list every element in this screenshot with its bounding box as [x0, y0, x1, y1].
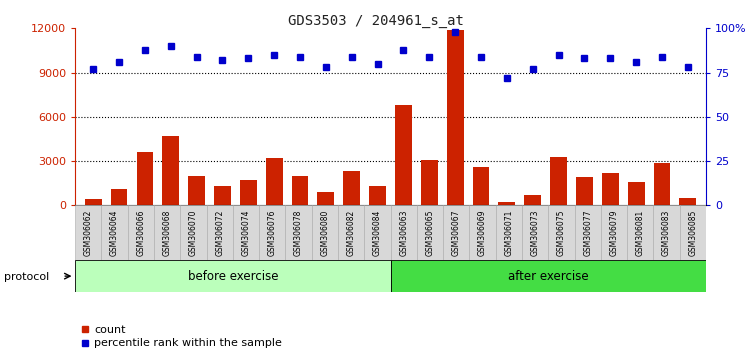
Bar	[499, 202, 515, 205]
Text: GSM306066: GSM306066	[137, 210, 145, 256]
Bar	[101, 205, 128, 260]
Text: GSM306082: GSM306082	[347, 210, 355, 256]
Bar	[548, 205, 575, 260]
Text: GSM306067: GSM306067	[452, 210, 460, 256]
Bar	[137, 152, 153, 205]
Text: GSM306062: GSM306062	[84, 210, 92, 256]
Bar	[75, 260, 391, 292]
Text: GSM306074: GSM306074	[242, 210, 250, 256]
Bar	[318, 192, 334, 205]
Text: protocol: protocol	[4, 272, 49, 282]
Bar	[291, 176, 309, 205]
Text: GSM306069: GSM306069	[478, 210, 487, 256]
Bar	[75, 205, 101, 260]
Bar	[576, 177, 593, 205]
Bar	[447, 30, 463, 205]
Bar	[602, 173, 619, 205]
Bar	[266, 158, 282, 205]
Bar	[653, 162, 671, 205]
Text: GSM306077: GSM306077	[584, 210, 592, 256]
Bar	[85, 199, 101, 205]
Bar	[312, 205, 338, 260]
Bar	[575, 205, 601, 260]
Text: GSM306071: GSM306071	[505, 210, 513, 256]
Text: GSM306073: GSM306073	[531, 210, 539, 256]
Bar	[653, 205, 680, 260]
Text: GSM306084: GSM306084	[373, 210, 382, 256]
Bar	[417, 205, 443, 260]
Bar	[369, 186, 386, 205]
Bar	[189, 176, 205, 205]
Bar	[680, 198, 696, 205]
Text: GDS3503 / 204961_s_at: GDS3503 / 204961_s_at	[288, 14, 463, 28]
Bar	[180, 205, 207, 260]
Bar	[162, 136, 179, 205]
Bar	[550, 156, 567, 205]
Bar	[240, 180, 257, 205]
Bar	[421, 160, 438, 205]
Text: GSM306078: GSM306078	[294, 210, 303, 256]
Text: GSM306080: GSM306080	[321, 210, 329, 256]
Text: GSM306085: GSM306085	[689, 210, 697, 256]
Bar	[443, 205, 469, 260]
Bar	[522, 205, 548, 260]
Bar	[391, 205, 417, 260]
Bar	[207, 205, 233, 260]
Text: GSM306076: GSM306076	[268, 210, 276, 256]
Bar	[628, 182, 644, 205]
Bar	[259, 205, 285, 260]
Text: GSM306063: GSM306063	[400, 210, 408, 256]
Bar	[391, 260, 706, 292]
Text: before exercise: before exercise	[188, 270, 278, 282]
Bar	[496, 205, 522, 260]
Bar	[680, 205, 706, 260]
Text: GSM306075: GSM306075	[557, 210, 566, 256]
Bar	[343, 171, 360, 205]
Bar	[627, 205, 653, 260]
Bar	[472, 167, 490, 205]
Bar	[601, 205, 627, 260]
Bar	[154, 205, 180, 260]
Bar	[128, 205, 154, 260]
Text: GSM306083: GSM306083	[662, 210, 671, 256]
Text: GSM306068: GSM306068	[163, 210, 171, 256]
Text: GSM306064: GSM306064	[110, 210, 119, 256]
Bar	[364, 205, 391, 260]
Bar	[233, 205, 259, 260]
Bar	[214, 186, 231, 205]
Text: GSM306079: GSM306079	[610, 210, 618, 256]
Text: GSM306072: GSM306072	[216, 210, 224, 256]
Bar	[395, 105, 412, 205]
Bar	[285, 205, 312, 260]
Text: after exercise: after exercise	[508, 270, 589, 282]
Bar	[524, 195, 541, 205]
Legend: count, percentile rank within the sample: count, percentile rank within the sample	[80, 325, 282, 348]
Text: GSM306070: GSM306070	[189, 210, 198, 256]
Bar	[338, 205, 364, 260]
Text: GSM306081: GSM306081	[636, 210, 644, 256]
Bar	[469, 205, 496, 260]
Text: GSM306065: GSM306065	[426, 210, 434, 256]
Bar	[110, 189, 128, 205]
